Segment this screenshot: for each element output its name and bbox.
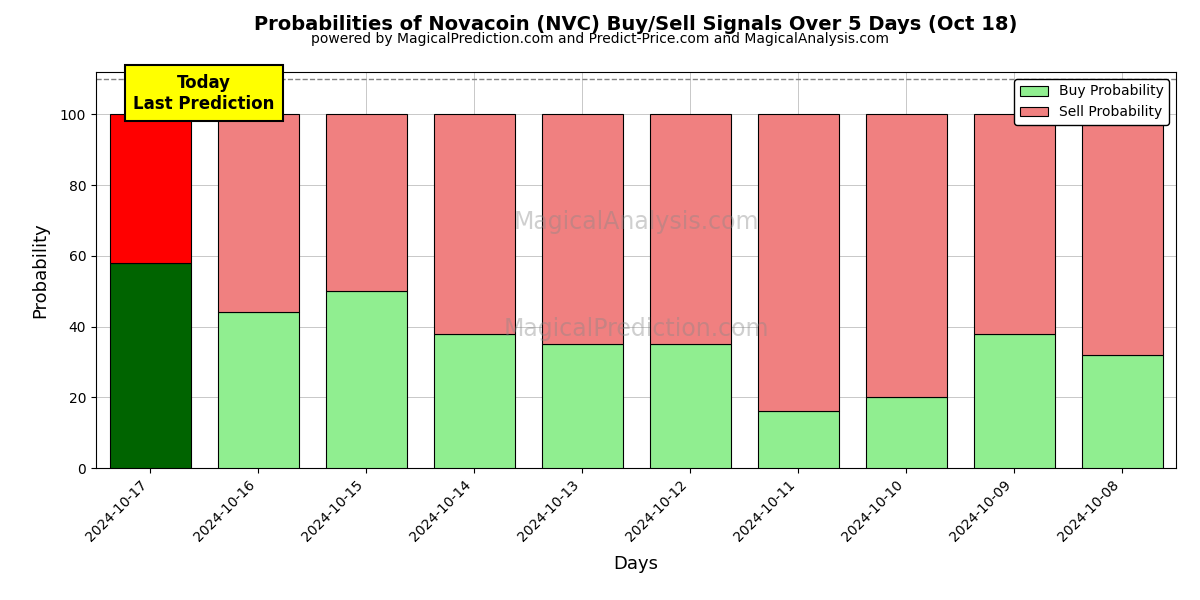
Bar bbox=[1081, 115, 1163, 355]
Text: Today
Last Prediction: Today Last Prediction bbox=[133, 74, 275, 113]
Bar bbox=[865, 397, 947, 468]
Bar bbox=[433, 115, 515, 334]
Bar bbox=[649, 344, 731, 468]
Y-axis label: Probability: Probability bbox=[31, 222, 49, 318]
Bar bbox=[973, 115, 1055, 334]
Bar bbox=[865, 115, 947, 397]
Bar bbox=[325, 291, 407, 468]
Bar bbox=[109, 263, 191, 468]
Text: powered by MagicalPrediction.com and Predict-Price.com and MagicalAnalysis.com: powered by MagicalPrediction.com and Pre… bbox=[311, 32, 889, 46]
Text: MagicalPrediction.com: MagicalPrediction.com bbox=[503, 317, 769, 341]
Bar bbox=[649, 115, 731, 344]
Bar bbox=[109, 115, 191, 263]
Bar bbox=[541, 344, 623, 468]
Legend: Buy Probability, Sell Probability: Buy Probability, Sell Probability bbox=[1014, 79, 1169, 125]
Bar bbox=[973, 334, 1055, 468]
Bar bbox=[217, 313, 299, 468]
Bar bbox=[757, 412, 839, 468]
Bar bbox=[433, 334, 515, 468]
Title: Probabilities of Novacoin (NVC) Buy/Sell Signals Over 5 Days (Oct 18): Probabilities of Novacoin (NVC) Buy/Sell… bbox=[254, 16, 1018, 34]
Bar bbox=[541, 115, 623, 344]
Text: MagicalAnalysis.com: MagicalAnalysis.com bbox=[514, 211, 758, 235]
X-axis label: Days: Days bbox=[613, 556, 659, 574]
Bar bbox=[757, 115, 839, 412]
Bar bbox=[325, 115, 407, 291]
Bar bbox=[217, 115, 299, 313]
Bar bbox=[1081, 355, 1163, 468]
